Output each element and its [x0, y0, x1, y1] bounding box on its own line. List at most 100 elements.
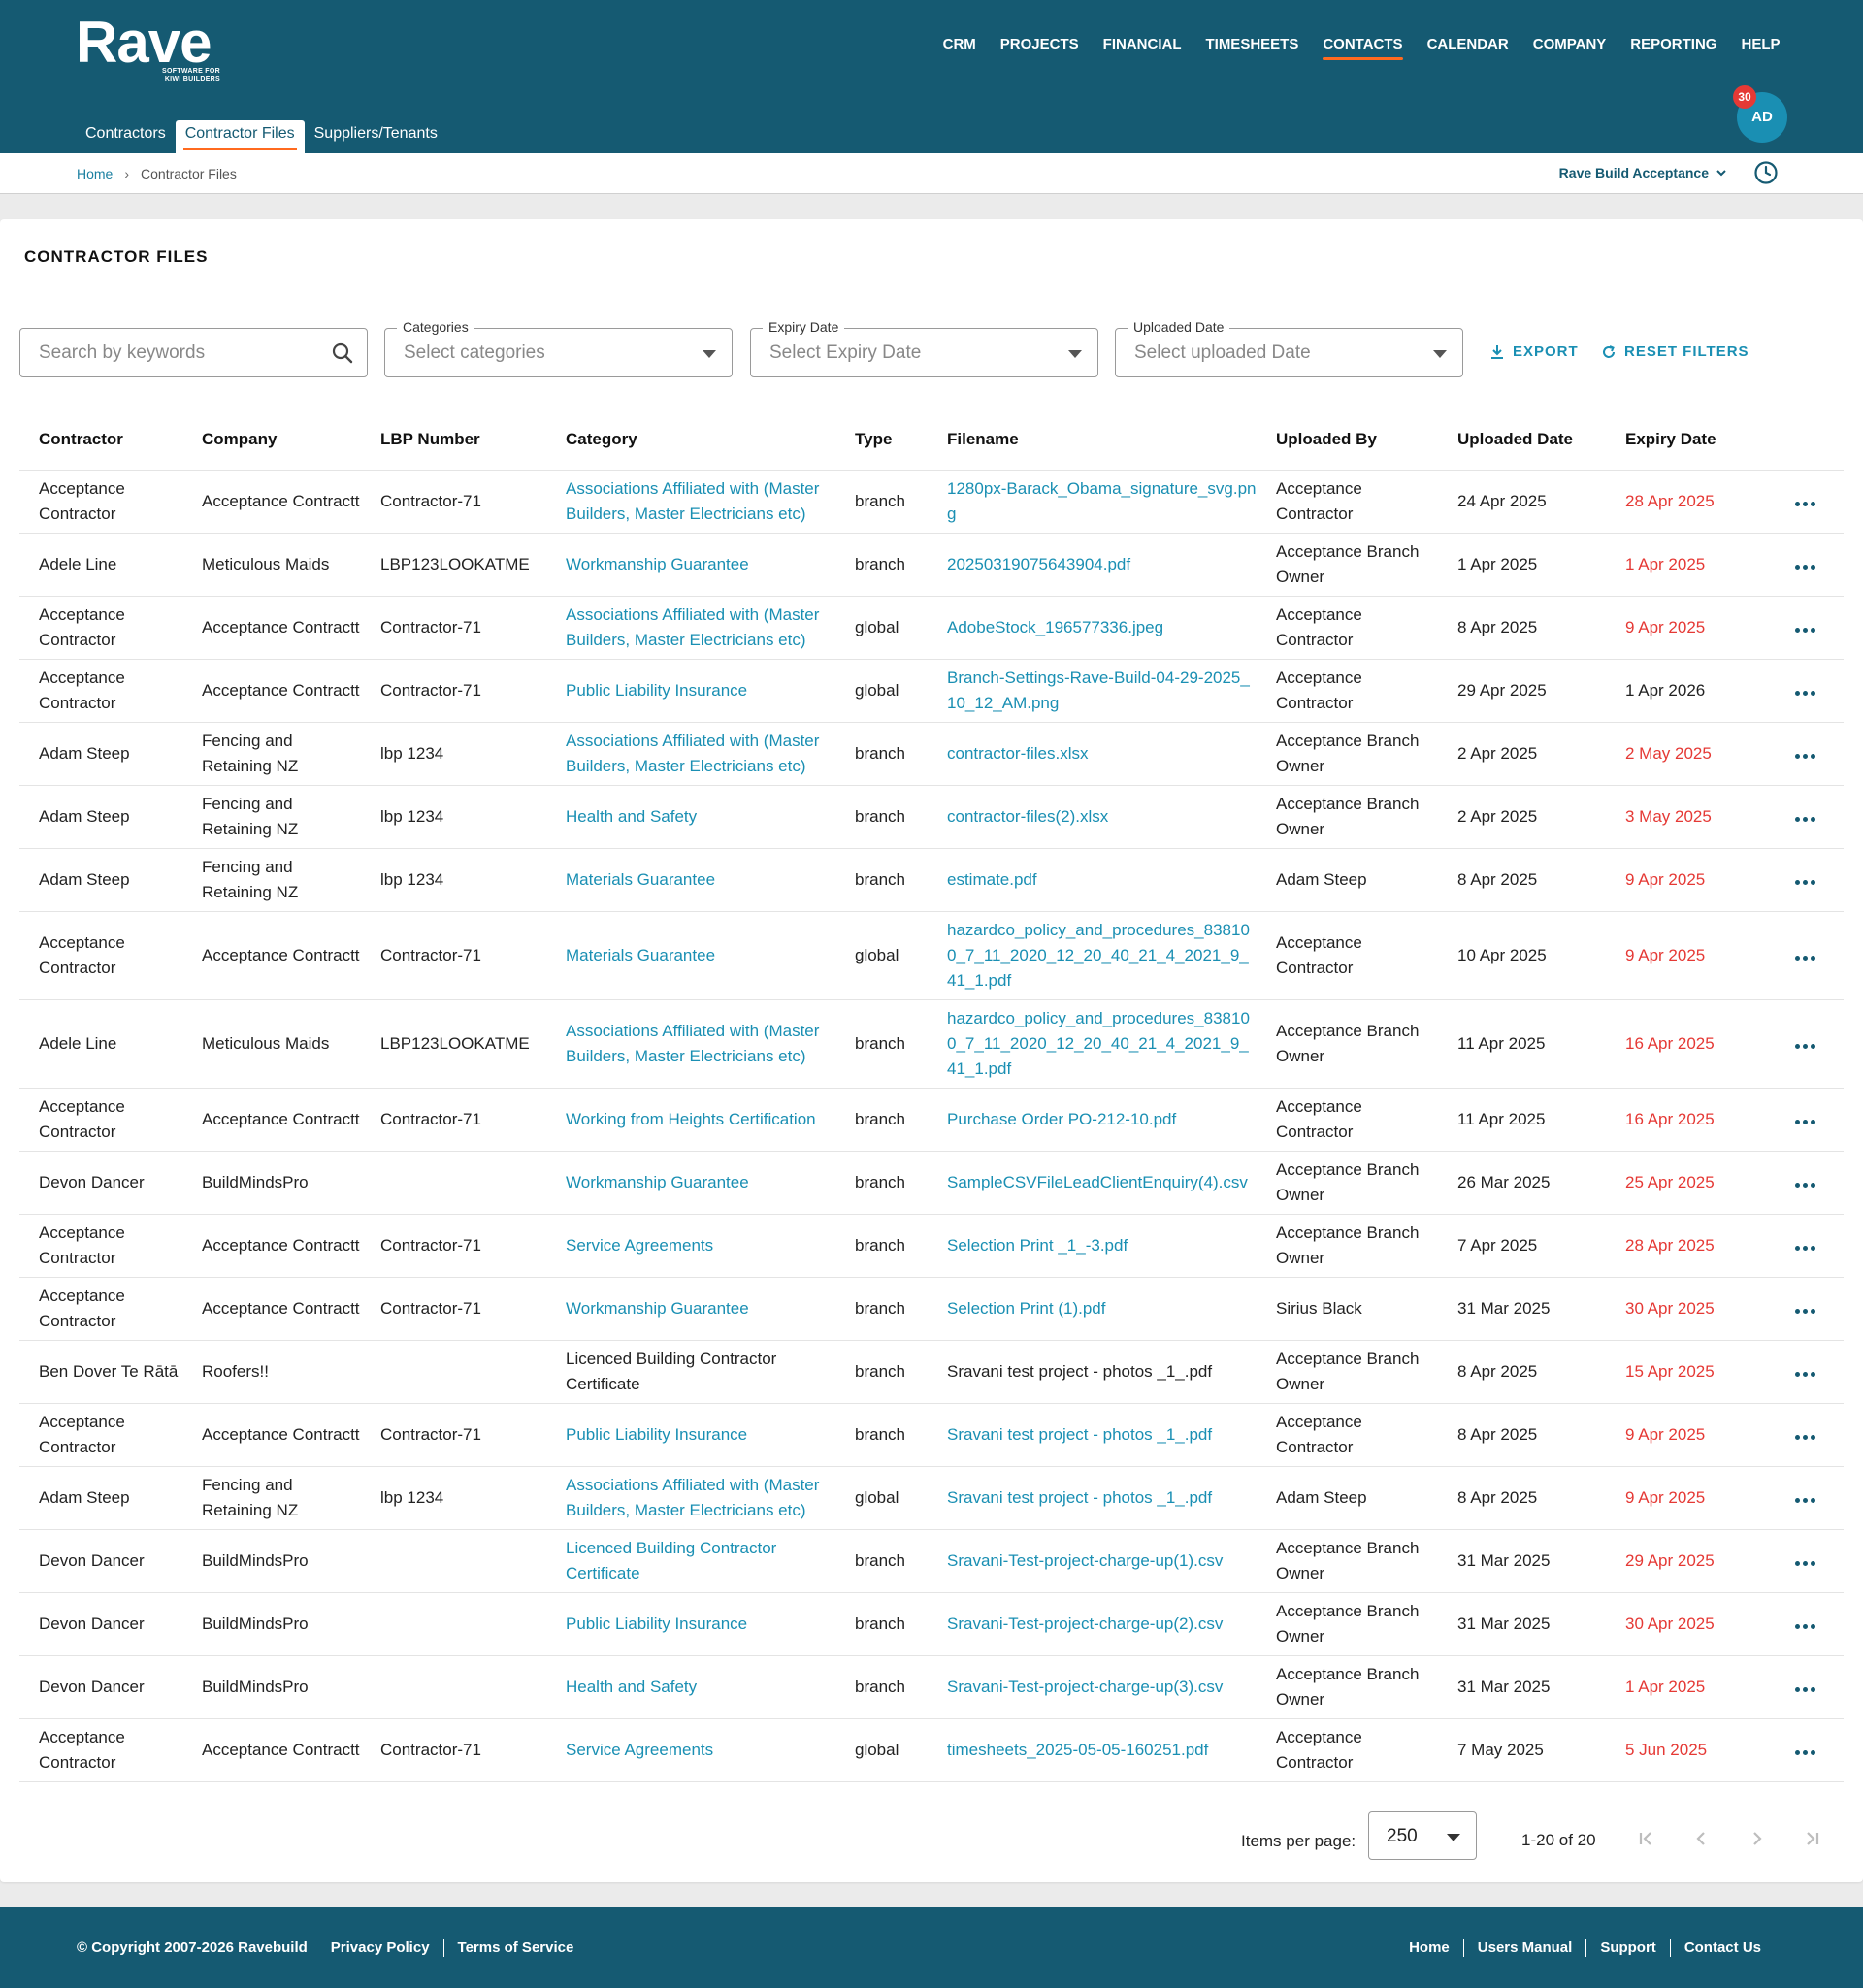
dot	[1810, 1043, 1815, 1049]
cell-filename-link[interactable]: Sravani-Test-project-charge-up(1).csv	[928, 1529, 1257, 1593]
nav-item-projects[interactable]: PROJECTS	[999, 36, 1079, 52]
reset-filters-button[interactable]: RESET FILTERS	[1601, 343, 1749, 360]
cell-category-link[interactable]: Public Liability Insurance	[546, 659, 835, 723]
cell-category-link[interactable]: Public Liability Insurance	[546, 1592, 835, 1656]
more-actions-icon[interactable]	[1794, 1560, 1815, 1566]
cell-filename-link[interactable]: Branch-Settings-Rave-Build-04-29-2025_10…	[928, 659, 1257, 723]
nav-item-reporting[interactable]: REPORTING	[1630, 36, 1717, 52]
more-actions-icon[interactable]	[1794, 879, 1815, 885]
more-actions-icon[interactable]	[1794, 1623, 1815, 1629]
cell-filename-link[interactable]: contractor-files.xlsx	[928, 722, 1257, 786]
nav-item-help[interactable]: HELP	[1741, 36, 1781, 52]
more-actions-icon[interactable]	[1794, 564, 1815, 570]
cell-filename-link[interactable]: Sravani test project - photos _1_.pdf	[928, 1466, 1257, 1530]
cell-contractor: Acceptance Contractor	[19, 911, 182, 1000]
cell-filename-link[interactable]: SampleCSVFileLeadClientEnquiry(4).csv	[928, 1151, 1257, 1215]
cell-expiry-date: 30 Apr 2025	[1606, 1277, 1766, 1341]
cell-category-link[interactable]: Materials Guarantee	[546, 848, 835, 912]
nav-item-timesheets[interactable]: TIMESHEETS	[1205, 36, 1299, 52]
more-actions-icon[interactable]	[1794, 1308, 1815, 1314]
subnav-item-suppliers-tenants[interactable]: Suppliers/Tenants	[313, 125, 438, 142]
cell-category-link[interactable]: Workmanship Guarantee	[546, 533, 835, 597]
more-actions-icon[interactable]	[1794, 690, 1815, 696]
cell-filename-link[interactable]: contractor-files(2).xlsx	[928, 785, 1257, 849]
cell-category-link[interactable]: Associations Affiliated with (Master Bui…	[546, 1466, 835, 1530]
cell-category-link[interactable]: Service Agreements	[546, 1718, 835, 1782]
cell-lbp-number: lbp 1234	[361, 785, 546, 849]
more-actions-icon[interactable]	[1794, 627, 1815, 633]
more-actions-icon[interactable]	[1794, 753, 1815, 759]
nav-item-company[interactable]: COMPANY	[1532, 36, 1607, 52]
contractor-files-card: CONTRACTOR FILES Search by keywords Cate…	[0, 219, 1863, 1882]
cell-filename-link[interactable]: AdobeStock_196577336.jpeg	[928, 596, 1257, 660]
more-actions-icon[interactable]	[1794, 1371, 1815, 1377]
more-actions-icon[interactable]	[1794, 1686, 1815, 1692]
cell-filename-link[interactable]: timesheets_2025-05-05-160251.pdf	[928, 1718, 1257, 1782]
more-actions-icon[interactable]	[1794, 816, 1815, 822]
rave-logo[interactable]: Rave SOFTWARE FOR KIWI BUILDERS	[76, 12, 220, 83]
more-actions-icon[interactable]	[1794, 1497, 1815, 1503]
notification-badge[interactable]: 30	[1733, 85, 1756, 109]
next-page-icon[interactable]	[1745, 1826, 1770, 1851]
more-actions-icon[interactable]	[1794, 501, 1815, 506]
breadcrumb-home[interactable]: Home	[77, 166, 114, 181]
subnav-item-contractors[interactable]: Contractors	[85, 125, 166, 142]
footer-link-support[interactable]: Support	[1585, 1939, 1670, 1957]
cell-category-link[interactable]: Associations Affiliated with (Master Bui…	[546, 722, 835, 786]
cell-uploaded-date: 8 Apr 2025	[1438, 596, 1606, 660]
subnav-item-contractor-files[interactable]: Contractor Files	[175, 120, 305, 153]
dot	[1810, 690, 1815, 696]
nav-item-calendar[interactable]: CALENDAR	[1426, 36, 1509, 52]
cell-category-link[interactable]: Materials Guarantee	[546, 911, 835, 1000]
uploaded-date-select[interactable]: Uploaded Date Select uploaded Date	[1115, 319, 1463, 377]
items-per-page-select[interactable]: 250	[1368, 1811, 1477, 1860]
more-actions-icon[interactable]	[1794, 1182, 1815, 1188]
cell-filename-link[interactable]: Sravani-Test-project-charge-up(2).csv	[928, 1592, 1257, 1656]
footer-link-terms-of-service[interactable]: Terms of Service	[442, 1939, 588, 1957]
cell-category-link[interactable]: Associations Affiliated with (Master Bui…	[546, 470, 835, 534]
history-clock-icon[interactable]	[1753, 160, 1779, 185]
footer-link-users-manual[interactable]: Users Manual	[1462, 1939, 1586, 1957]
nav-item-crm[interactable]: CRM	[942, 36, 976, 52]
search-input[interactable]: Search by keywords	[19, 328, 368, 377]
cell-category-link[interactable]: Public Liability Insurance	[546, 1403, 835, 1467]
cell-category-link[interactable]: Associations Affiliated with (Master Bui…	[546, 999, 835, 1089]
cell-filename-link[interactable]: 1280px-Barack_Obama_signature_svg.png	[928, 470, 1257, 534]
more-actions-icon[interactable]	[1794, 1434, 1815, 1440]
expiry-date-select[interactable]: Expiry Date Select Expiry Date	[750, 319, 1098, 377]
previous-page-icon[interactable]	[1688, 1826, 1714, 1851]
footer-link-contact-us[interactable]: Contact Us	[1669, 1939, 1775, 1957]
cell-filename-link[interactable]: Sravani test project - photos _1_.pdf	[928, 1403, 1257, 1467]
cell-filename-link[interactable]: Selection Print (1).pdf	[928, 1277, 1257, 1341]
cell-filename-link[interactable]: Purchase Order PO-212-10.pdf	[928, 1088, 1257, 1152]
cell-filename-link[interactable]: estimate.pdf	[928, 848, 1257, 912]
branch-selector[interactable]: Rave Build Acceptance	[1559, 165, 1728, 180]
cell-filename-link[interactable]: Selection Print _1_-3.pdf	[928, 1214, 1257, 1278]
cell-filename-link[interactable]: hazardco_policy_and_procedures_838100_7_…	[928, 911, 1257, 1000]
more-actions-icon[interactable]	[1794, 1119, 1815, 1124]
more-actions-icon[interactable]	[1794, 1245, 1815, 1251]
last-page-icon[interactable]	[1800, 1826, 1825, 1851]
export-button[interactable]: EXPORT	[1489, 343, 1579, 360]
cell-category-link[interactable]: Licenced Building Contractor Certificate	[546, 1529, 835, 1593]
cell-filename-link[interactable]: 20250319075643904.pdf	[928, 533, 1257, 597]
more-actions-icon[interactable]	[1794, 1043, 1815, 1049]
nav-item-contacts[interactable]: CONTACTS	[1311, 35, 1415, 62]
footer-link-privacy-policy[interactable]: Privacy Policy	[330, 1939, 430, 1956]
cell-category-link[interactable]: Health and Safety	[546, 785, 835, 849]
cell-category-link[interactable]: Associations Affiliated with (Master Bui…	[546, 596, 835, 660]
footer-link-home[interactable]: Home	[1409, 1939, 1450, 1956]
more-actions-icon[interactable]	[1794, 1749, 1815, 1755]
cell-category-link[interactable]: Workmanship Guarantee	[546, 1277, 835, 1341]
first-page-icon[interactable]	[1633, 1826, 1658, 1851]
cell-category-link[interactable]: Service Agreements	[546, 1214, 835, 1278]
nav-item-financial[interactable]: FINANCIAL	[1102, 36, 1182, 52]
categories-select[interactable]: Categories Select categories	[384, 319, 733, 377]
cell-category-link[interactable]: Health and Safety	[546, 1655, 835, 1719]
search-icon[interactable]	[332, 342, 353, 364]
cell-filename-link[interactable]: Sravani-Test-project-charge-up(3).csv	[928, 1655, 1257, 1719]
more-actions-icon[interactable]	[1794, 955, 1815, 961]
cell-category-link[interactable]: Workmanship Guarantee	[546, 1151, 835, 1215]
cell-filename-link[interactable]: hazardco_policy_and_procedures_838100_7_…	[928, 999, 1257, 1089]
cell-category-link[interactable]: Working from Heights Certification	[546, 1088, 835, 1152]
